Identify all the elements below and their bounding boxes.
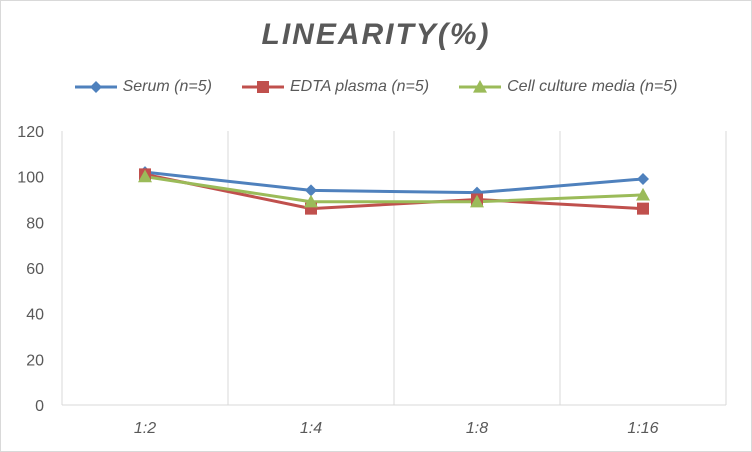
y-tick-label: 120 [17, 124, 44, 141]
data-point-serum [305, 184, 317, 197]
legend-marker [89, 81, 102, 93]
series-line-cell-culture-media [144, 175, 644, 204]
legend-label: Serum (n=5) [122, 78, 212, 95]
data-point-cell-culture-media [304, 194, 318, 208]
legend-swatch-serum [74, 81, 117, 93]
y-tick-label: 0 [35, 398, 44, 415]
legend-label: Cell culture media (n=5) [507, 78, 678, 95]
legend-swatch-edta-plasma [241, 81, 284, 93]
x-tick-label: 1:4 [300, 420, 322, 437]
x-tick-label: 1:8 [466, 420, 488, 437]
y-tick-label: 40 [26, 307, 44, 324]
legend-item-edta-plasma: EDTA plasma (n=5) [241, 78, 430, 96]
data-point-cell-culture-media [138, 169, 152, 183]
y-tick-label: 60 [26, 261, 44, 278]
series-line-serum [144, 170, 644, 195]
legend-item-serum: Serum (n=5) [74, 78, 212, 96]
data-point-cell-culture-media [470, 194, 484, 208]
data-point-edta-plasma [637, 202, 649, 215]
legend: Serum (n=5) EDTA plasma (n=5) Cell culture… [0, 78, 752, 96]
chart-title: LINEARITY(%) [261, 18, 491, 51]
series-line-edta-plasma [144, 172, 644, 211]
legend-label: EDTA plasma (n=5) [289, 78, 430, 95]
data-point-serum [637, 172, 649, 185]
legend-marker [473, 80, 488, 93]
y-tick-label: 20 [26, 352, 44, 369]
x-tick-label: 1:2 [134, 420, 156, 437]
data-point-cell-culture-media [636, 187, 650, 201]
legend-marker [256, 81, 269, 93]
legend-swatch-cell-culture-media [459, 80, 502, 93]
legend-item-cell-culture-media: Cell culture media (n=5) [459, 78, 677, 96]
y-tick-label: 80 [26, 215, 44, 232]
y-tick-label: 100 [17, 170, 44, 187]
x-tick-label: 1:16 [627, 420, 658, 437]
